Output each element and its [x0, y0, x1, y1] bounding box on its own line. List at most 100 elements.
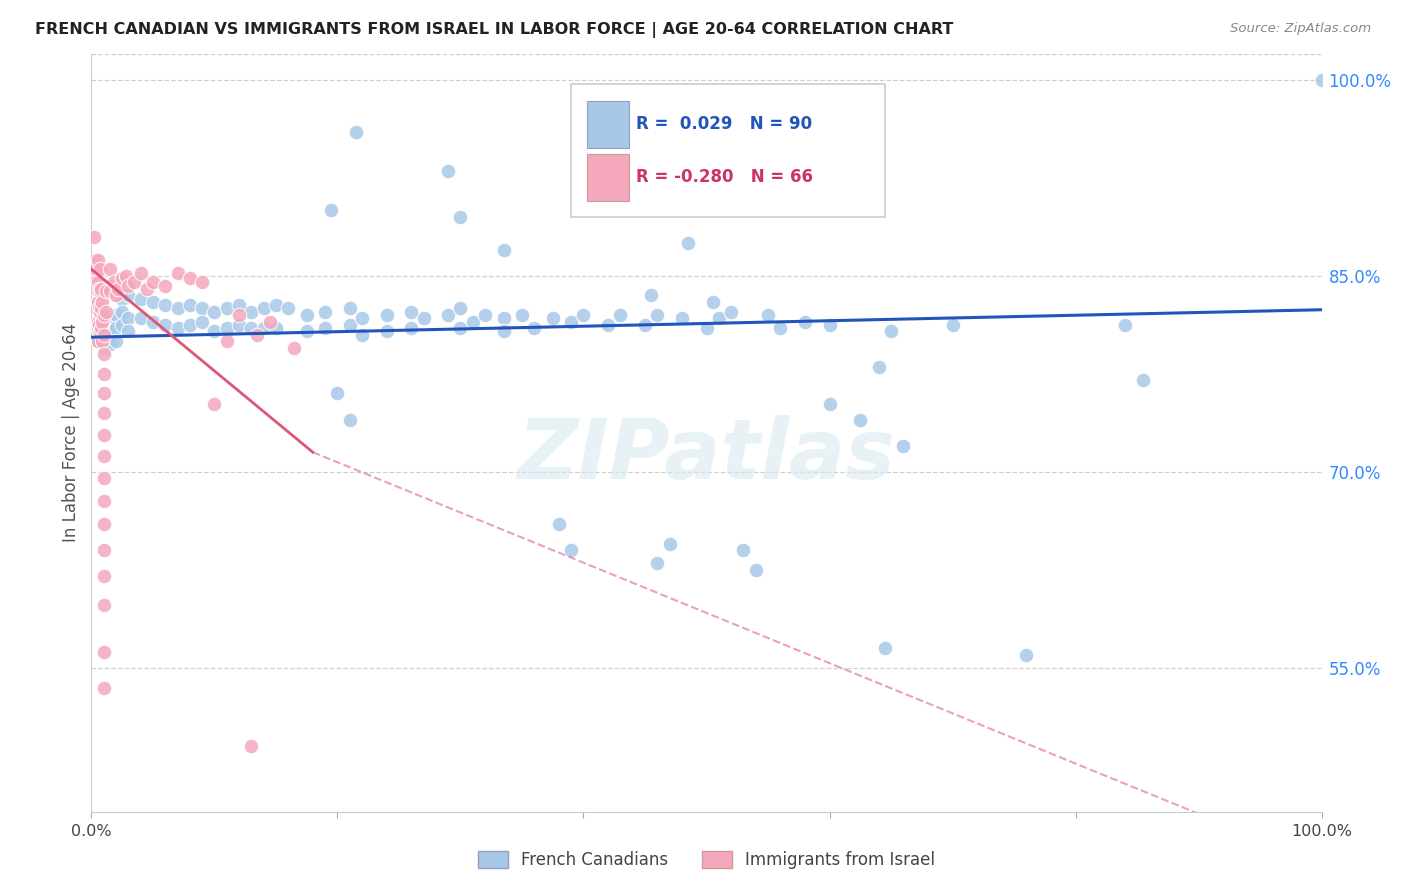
- Point: [891, 439, 914, 453]
- Point: [240, 321, 263, 335]
- FancyBboxPatch shape: [588, 101, 628, 147]
- Point: [98, 285, 121, 299]
- Point: [733, 543, 755, 558]
- Text: Source: ZipAtlas.com: Source: ZipAtlas.com: [1230, 22, 1371, 36]
- Point: [228, 297, 250, 311]
- Point: [93, 341, 115, 355]
- Point: [91, 314, 114, 328]
- Point: [93, 347, 115, 361]
- Point: [98, 324, 121, 338]
- Point: [93, 406, 115, 420]
- Point: [117, 279, 139, 293]
- Point: [86, 334, 108, 348]
- Point: [179, 271, 201, 285]
- Point: [89, 262, 111, 277]
- Point: [153, 318, 177, 333]
- Point: [375, 308, 398, 322]
- Point: [93, 645, 115, 659]
- Point: [105, 308, 127, 322]
- Point: [105, 288, 127, 302]
- Point: [98, 336, 121, 351]
- Point: [769, 321, 792, 335]
- Point: [449, 210, 471, 224]
- FancyBboxPatch shape: [588, 153, 628, 201]
- Point: [645, 557, 669, 571]
- Point: [129, 293, 152, 307]
- Point: [105, 334, 127, 348]
- Point: [179, 318, 201, 333]
- Point: [375, 324, 398, 338]
- Point: [191, 275, 214, 289]
- Point: [339, 318, 361, 333]
- Point: [849, 412, 872, 426]
- Point: [339, 412, 361, 426]
- Point: [756, 308, 779, 322]
- Point: [228, 318, 250, 333]
- Point: [547, 517, 569, 532]
- Point: [103, 275, 125, 289]
- Point: [86, 262, 108, 277]
- Point: [412, 310, 434, 325]
- Point: [111, 293, 134, 307]
- Point: [541, 310, 564, 325]
- Point: [111, 318, 134, 333]
- Point: [474, 308, 496, 322]
- Point: [437, 164, 460, 178]
- Point: [707, 310, 730, 325]
- Point: [215, 334, 238, 348]
- Point: [253, 301, 276, 316]
- Point: [117, 310, 139, 325]
- Point: [93, 327, 115, 342]
- Point: [153, 279, 177, 293]
- Point: [96, 305, 117, 319]
- Point: [745, 563, 768, 577]
- Point: [84, 275, 107, 289]
- Point: [93, 386, 115, 401]
- Point: [86, 301, 108, 316]
- Point: [98, 285, 121, 299]
- Point: [560, 314, 582, 328]
- Point: [215, 301, 238, 316]
- Point: [86, 282, 108, 296]
- Point: [321, 203, 343, 218]
- Point: [676, 236, 699, 251]
- Point: [277, 301, 299, 316]
- Point: [93, 517, 115, 532]
- Point: [89, 305, 111, 319]
- Point: [87, 282, 110, 296]
- Point: [314, 305, 336, 319]
- Point: [352, 310, 374, 325]
- Point: [492, 310, 515, 325]
- Point: [93, 288, 115, 302]
- Point: [720, 305, 742, 319]
- Point: [129, 310, 152, 325]
- Point: [91, 334, 114, 348]
- Point: [202, 305, 225, 319]
- Point: [596, 318, 619, 333]
- Point: [191, 301, 214, 316]
- Point: [215, 321, 238, 335]
- Point: [179, 297, 201, 311]
- Point: [90, 301, 112, 316]
- Point: [510, 308, 533, 322]
- Point: [264, 321, 287, 335]
- FancyBboxPatch shape: [571, 84, 884, 217]
- Point: [671, 310, 693, 325]
- Text: R =  0.029   N = 90: R = 0.029 N = 90: [637, 115, 813, 133]
- Point: [117, 288, 139, 302]
- Point: [124, 275, 146, 289]
- Point: [142, 275, 165, 289]
- Point: [941, 318, 963, 333]
- Point: [114, 268, 138, 283]
- Point: [93, 569, 115, 583]
- Point: [107, 282, 129, 296]
- Point: [93, 367, 115, 381]
- Point: [259, 314, 281, 328]
- Point: [295, 308, 318, 322]
- Point: [89, 285, 111, 299]
- Point: [352, 327, 374, 342]
- Y-axis label: In Labor Force | Age 20-64: In Labor Force | Age 20-64: [62, 323, 80, 542]
- Point: [86, 334, 108, 348]
- Point: [264, 297, 287, 311]
- Point: [283, 341, 305, 355]
